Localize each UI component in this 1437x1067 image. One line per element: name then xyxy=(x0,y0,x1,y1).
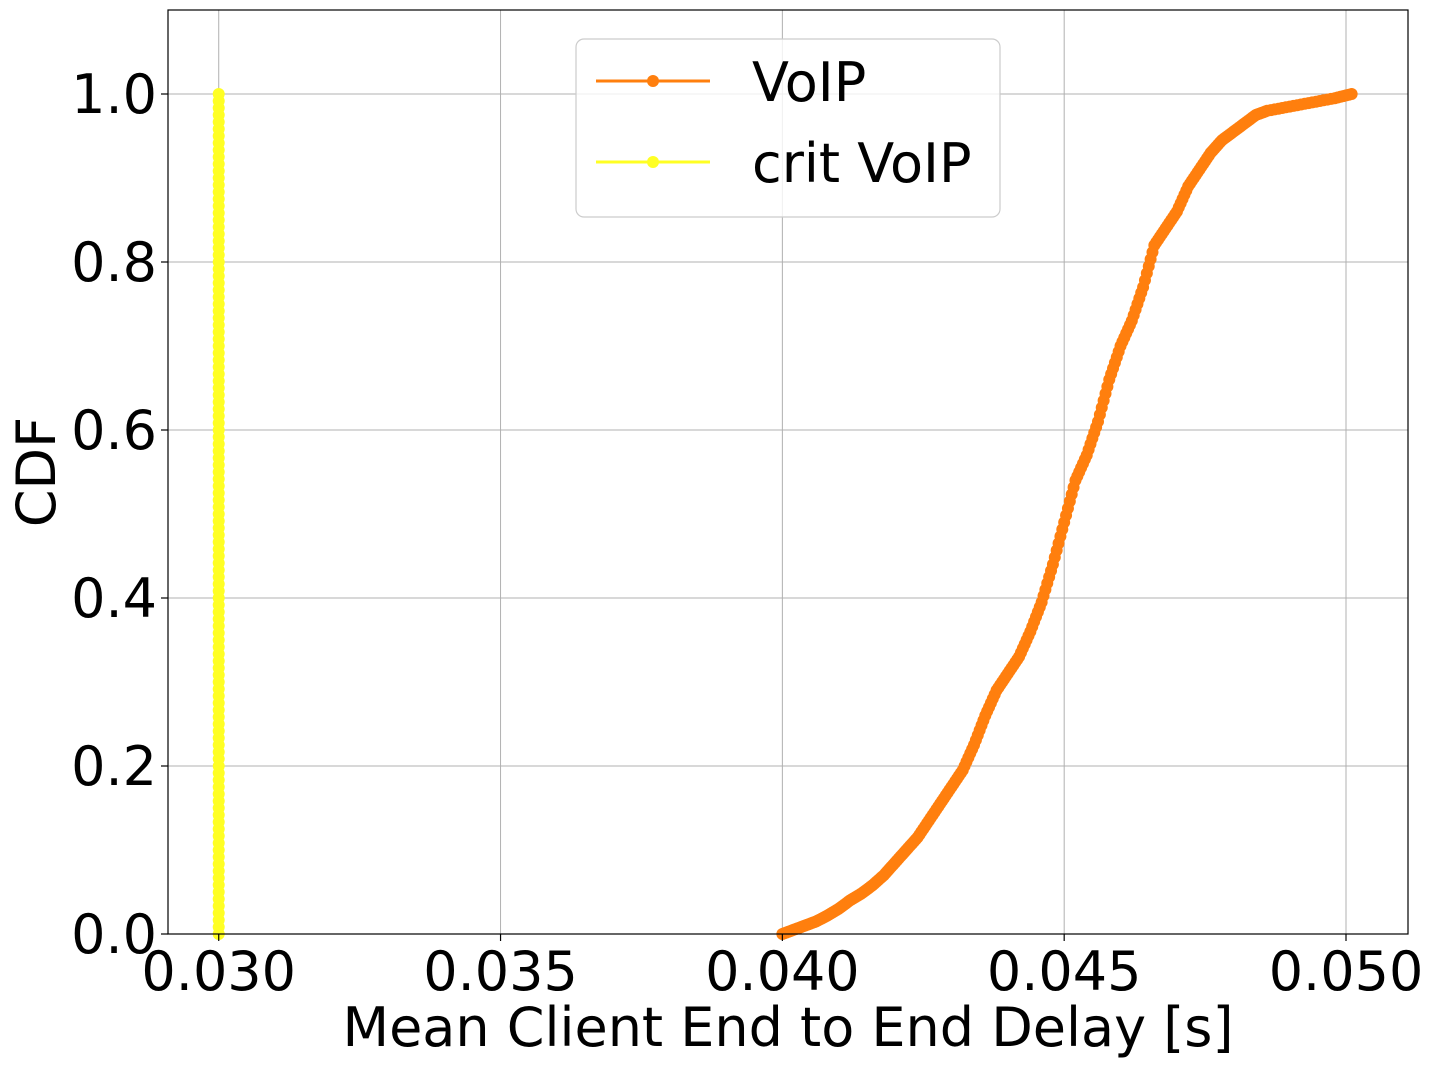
legend-marker-voip xyxy=(647,75,659,87)
y-tick-label: 0.8 xyxy=(71,231,157,294)
legend-label-crit-voip: crit VoIP xyxy=(752,132,972,195)
y-tick-label: 0.6 xyxy=(71,399,157,462)
x-tick-label: 0.050 xyxy=(1269,940,1424,1003)
plot-frame xyxy=(167,9,1409,935)
y-tick-label: 0.0 xyxy=(71,903,157,966)
crit-voip-point xyxy=(212,88,225,100)
tick-marks xyxy=(161,93,1347,941)
x-tick-label: 0.035 xyxy=(423,940,578,1003)
legend-box xyxy=(575,38,1001,218)
y-tick-label: 0.4 xyxy=(71,567,157,630)
legend: VoIP crit VoIP xyxy=(575,38,1001,218)
tick-labels: 0.030 0.035 0.040 0.045 0.050 0.0 0.2 0.4 0.6 0.8… xyxy=(71,63,1423,1003)
x-tick-label: 0.030 xyxy=(141,940,296,1003)
x-axis-label: Mean Client End to End Delay [s] xyxy=(342,996,1233,1059)
y-tick-label: 0.2 xyxy=(71,735,157,798)
y-tick-label: 1.0 xyxy=(71,63,157,126)
voip-point xyxy=(1345,88,1358,100)
legend-label-voip: VoIP xyxy=(752,51,866,114)
y-axis-label: CDF xyxy=(5,417,68,527)
x-tick-label: 0.045 xyxy=(987,940,1142,1003)
legend-marker-crit-voip xyxy=(647,156,659,168)
series-crit-voip xyxy=(212,88,225,940)
x-tick-label: 0.040 xyxy=(705,940,860,1003)
